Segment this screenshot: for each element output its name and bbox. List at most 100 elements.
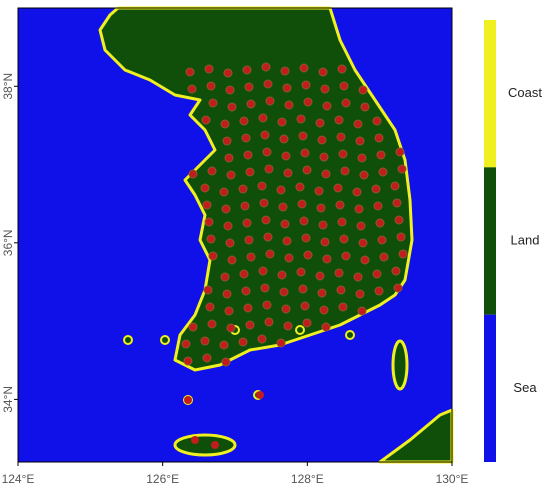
station [279,287,289,297]
station [260,283,270,293]
station [357,153,367,163]
islet [123,335,133,345]
station [336,132,346,142]
station [259,198,269,208]
colorbar-segment [484,314,496,462]
station [318,220,328,230]
station [200,183,210,193]
station [353,272,363,282]
station [208,98,218,108]
station [337,217,347,227]
station [317,135,327,145]
map-frame [17,7,453,463]
station [206,81,216,91]
station [220,272,230,282]
x-tick-label: 130°E [436,472,469,486]
station [205,302,215,312]
station [390,181,400,191]
station [221,204,231,214]
station [221,357,231,367]
station [280,219,290,229]
station [318,67,328,77]
islet [295,325,305,335]
station [241,286,251,296]
island [173,433,237,457]
station [295,182,305,192]
station [281,151,291,161]
station [265,96,275,106]
station [299,216,309,226]
station [301,80,311,90]
station [183,356,193,366]
station [223,221,233,231]
station [262,147,272,157]
station [207,166,217,176]
station [300,301,310,311]
station [314,186,324,196]
station [201,115,211,125]
station [224,306,234,316]
station [225,238,235,248]
station [211,441,219,449]
station [319,305,329,315]
map-plot [18,6,454,464]
station [374,133,384,143]
station [261,215,271,225]
station [352,187,362,197]
station [188,322,198,332]
station [204,217,214,227]
station [277,270,287,280]
station [257,334,267,344]
x-tick-label: 128°E [291,472,324,486]
station [302,318,312,328]
station [336,285,346,295]
station [333,183,343,193]
station [298,284,308,294]
station [378,167,388,177]
station [341,251,351,261]
colorbar-segment [484,167,496,315]
station [335,200,345,210]
station [303,250,313,260]
station [281,304,291,314]
station [316,203,326,213]
station [202,200,212,210]
station [334,115,344,125]
station [276,185,286,195]
station [260,130,270,140]
x-tick-label: 124°E [2,472,35,486]
station [296,267,306,277]
station [206,234,216,244]
station [339,81,349,91]
station [240,201,250,211]
station [241,133,251,143]
station [315,118,325,128]
station [358,85,368,95]
station [355,136,365,146]
station [225,85,235,95]
station [397,164,407,174]
station [220,119,230,129]
station [207,319,217,329]
station [322,101,332,111]
station [300,148,310,158]
station [379,252,389,262]
station [226,323,236,333]
land [98,6,414,372]
station [339,234,349,244]
station [298,131,308,141]
station [315,271,325,281]
station [223,68,233,78]
station [321,169,331,179]
station [334,268,344,278]
station [278,202,288,212]
station [394,215,404,225]
islet [345,330,355,340]
station [377,235,387,245]
station [263,232,273,242]
colorbar-label: Land [511,232,540,247]
station [261,62,271,72]
station [276,338,286,348]
station [320,84,330,94]
station [245,167,255,177]
